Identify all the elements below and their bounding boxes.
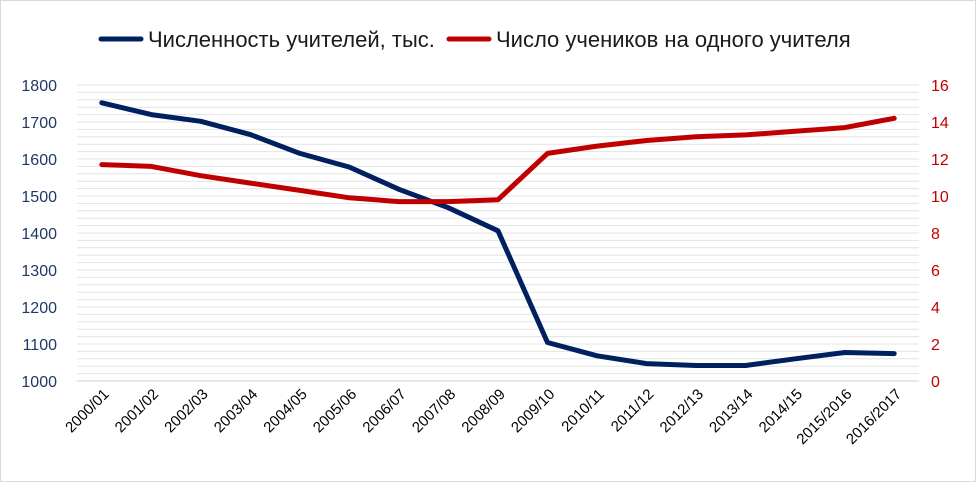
teachers-point (447, 207, 449, 209)
y-left-tick-label: 1800 (21, 78, 57, 95)
ratio-point (646, 140, 648, 142)
ratio-point (695, 136, 697, 138)
ratio-point (200, 175, 202, 177)
ratio-point (299, 189, 301, 191)
x-tick-label: 2008/09 (458, 386, 508, 436)
x-tick-label: 2005/06 (310, 386, 360, 436)
y-left-tick-label: 1000 (21, 374, 57, 391)
teachers-point (646, 363, 648, 365)
y-right-tick-label: 14 (931, 115, 949, 132)
ratio-point (547, 152, 549, 154)
left-axis-ticks: 1000 1100 1200 1300 1400 1500 1600 1700 1800 (21, 78, 57, 391)
y-right-tick-label: 10 (931, 189, 949, 206)
teachers-point (844, 352, 846, 354)
y-right-tick-label: 2 (931, 337, 940, 354)
teachers-point (299, 152, 301, 154)
teachers-point (596, 355, 598, 357)
y-right-tick-label: 8 (931, 226, 940, 243)
y-left-tick-label: 1700 (21, 115, 57, 132)
x-tick-label: 2013/14 (706, 386, 756, 436)
legend-label-ratio: Число учеников на одного учителя (496, 27, 851, 52)
teachers-point (547, 342, 549, 344)
y-left-tick-label: 1200 (21, 300, 57, 317)
right-axis-ticks: 0 2 4 6 8 10 12 14 16 (931, 78, 949, 391)
x-tick-label: 2001/02 (112, 386, 162, 436)
y-right-tick-label: 6 (931, 263, 940, 280)
x-tick-label: 2000/01 (62, 386, 112, 436)
gridlines (77, 84, 919, 382)
x-axis-ticks: 2000/01 2001/02 2002/03 2003/04 2004/05 2005/… (62, 386, 905, 448)
x-tick-label: 2009/10 (508, 386, 558, 436)
ratio-point (794, 130, 796, 132)
ratio-point (398, 201, 400, 203)
ratio-point (844, 127, 846, 129)
ratio-point (447, 201, 449, 203)
x-tick-label: 2007/08 (409, 386, 459, 436)
y-right-tick-label: 16 (931, 78, 949, 95)
teachers-point (249, 134, 251, 136)
ratio-point (348, 197, 350, 199)
teachers-point (893, 353, 895, 355)
ratio-point (101, 164, 103, 166)
y-right-tick-label: 12 (931, 152, 949, 169)
teachers-point (398, 188, 400, 190)
x-tick-label: 2006/07 (359, 386, 409, 436)
ratio-point (745, 134, 747, 136)
teachers-point (794, 358, 796, 360)
y-right-tick-label: 0 (931, 374, 940, 391)
y-left-tick-label: 1300 (21, 263, 57, 280)
teachers-point (200, 120, 202, 122)
y-left-tick-label: 1100 (23, 337, 58, 354)
series-line-ratio (99, 115, 897, 205)
teachers-point (497, 230, 499, 232)
teachers-point (695, 364, 697, 366)
x-tick-label: 2010/11 (558, 386, 608, 436)
x-tick-label: 2002/03 (161, 386, 211, 436)
x-tick-label: 2014/15 (756, 386, 806, 436)
ratio-point (150, 165, 152, 167)
series-line-teachers (99, 100, 897, 368)
teachers-point (348, 166, 350, 168)
x-tick-label: 2011/12 (608, 386, 658, 436)
y-left-tick-label: 1400 (21, 226, 57, 243)
y-right-tick-label: 4 (931, 300, 940, 317)
teachers-point (150, 114, 152, 116)
ratio-point (596, 145, 598, 147)
series-lines (99, 100, 897, 368)
teachers-point (101, 102, 103, 104)
legend-label-teachers: Численность учителей, тыс. (148, 27, 435, 52)
teachers-point (745, 364, 747, 366)
ratio-point (249, 182, 251, 184)
x-tick-label: 2004/05 (260, 386, 310, 436)
legend: Численность учителей, тыс. Число ученико… (98, 27, 851, 52)
ratio-point (893, 117, 895, 119)
x-tick-label: 2012/13 (657, 386, 707, 436)
x-tick-label: 2003/04 (211, 386, 261, 436)
y-left-tick-label: 1600 (21, 152, 57, 169)
ratio-point (497, 199, 499, 201)
y-left-tick-label: 1500 (21, 189, 57, 206)
